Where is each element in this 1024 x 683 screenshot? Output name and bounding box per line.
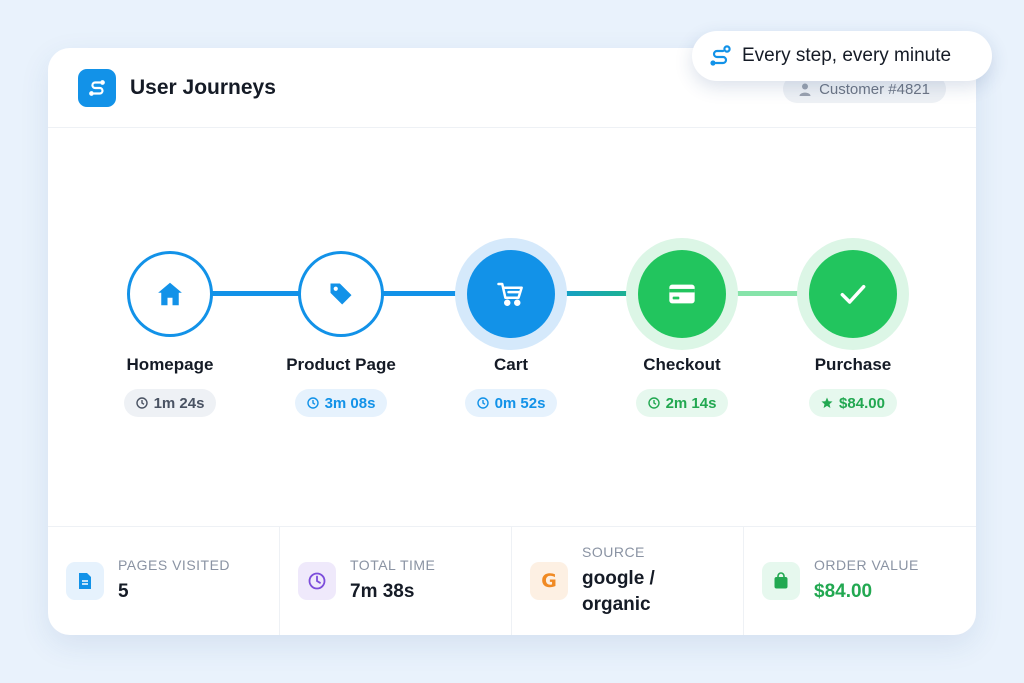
- cart-icon: [497, 282, 523, 306]
- stat-label: ORDER VALUE: [814, 557, 919, 573]
- shopping-bag-icon: [762, 562, 800, 600]
- step-label: Checkout: [643, 355, 721, 374]
- stat-value: 5: [118, 581, 129, 602]
- tagline-text: Every step, every minute: [742, 45, 952, 66]
- clock-icon: [135, 397, 148, 409]
- page-title: User Journeys: [130, 75, 276, 99]
- duration-badge: 0m 52s: [464, 389, 558, 417]
- tag-icon: [330, 283, 352, 305]
- clock-icon: [298, 562, 336, 600]
- connector-line: [521, 291, 691, 296]
- credit-card-icon: [669, 284, 695, 304]
- home-icon: [158, 282, 182, 306]
- journey-card: User Journeys Customer #4821 Homepage: [48, 48, 976, 635]
- card-header: User Journeys Customer #4821: [48, 48, 976, 128]
- stat-value: $84.00: [814, 581, 873, 602]
- step-cart[interactable]: Cart 0m 52s: [426, 238, 596, 417]
- clock-icon: [306, 397, 319, 409]
- stats-bar: PAGES VISITED 5 TOTAL TIME 7m 38s G SOUR…: [48, 526, 976, 635]
- stat-value: google / organic: [582, 568, 655, 615]
- step-label: Cart: [493, 355, 528, 374]
- tagline-pill: Every step, every minute: [692, 31, 992, 81]
- duration-badge: 3m 08s: [294, 389, 388, 417]
- step-label: Purchase: [814, 355, 892, 374]
- value-badge: $84.00: [809, 389, 897, 417]
- stat-label: PAGES VISITED: [118, 557, 231, 573]
- stat-order-value: ORDER VALUE $84.00: [744, 527, 976, 635]
- check-icon: [840, 284, 866, 304]
- star-icon: [821, 397, 833, 408]
- user-icon: [799, 83, 811, 96]
- route-logo-icon: [78, 68, 116, 107]
- customer-id: Customer #4821: [819, 80, 930, 98]
- step-product-page[interactable]: Product Page 3m 08s: [256, 244, 426, 417]
- step-homepage[interactable]: Homepage 1m 24s: [85, 244, 255, 417]
- stat-label: SOURCE: [582, 544, 645, 560]
- stat-label: TOTAL TIME: [350, 557, 436, 573]
- stat-source: G SOURCE google / organic: [512, 527, 744, 635]
- document-icon: [66, 562, 104, 600]
- journey-timeline: Homepage 1m 24s Product Page 3m 08s: [48, 129, 976, 525]
- step-checkout[interactable]: Checkout 2m 14s: [597, 238, 767, 417]
- stat-pages-visited: PAGES VISITED 5: [48, 527, 280, 635]
- step-label: Homepage: [126, 355, 214, 374]
- google-icon: G: [530, 562, 568, 600]
- route-icon: [710, 45, 731, 66]
- clock-icon: [647, 397, 660, 409]
- step-label: Product Page: [286, 355, 396, 374]
- duration-badge: 2m 14s: [635, 389, 729, 417]
- step-purchase[interactable]: Purchase $84.00: [768, 238, 938, 417]
- duration-badge: 1m 24s: [123, 389, 217, 417]
- connector-line: [691, 291, 861, 296]
- clock-icon: [476, 397, 489, 409]
- stat-total-time: TOTAL TIME 7m 38s: [280, 527, 512, 635]
- stat-value: 7m 38s: [350, 581, 415, 602]
